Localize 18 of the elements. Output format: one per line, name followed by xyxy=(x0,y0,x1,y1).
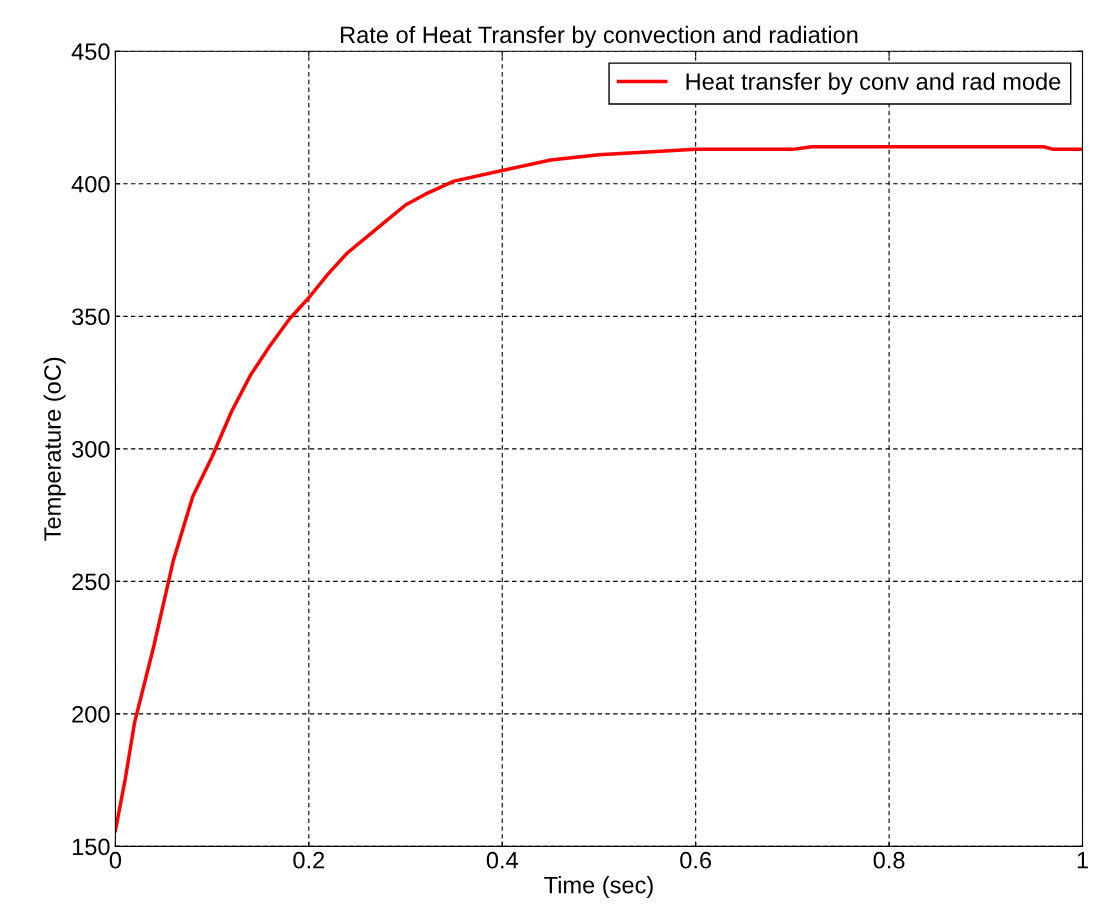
x-axis-title: Time (sec) xyxy=(544,876,653,899)
line-series xyxy=(115,144,1083,833)
x-tick-label: 1 xyxy=(1077,852,1088,869)
y-tick-label: 150 xyxy=(72,838,110,856)
chart-title: Rate of Heat Transfer by convection and radiation xyxy=(341,25,858,48)
y-tick-label: 450 xyxy=(71,43,110,61)
legend-label: Heat transfer by conv and rad mode xyxy=(686,72,1061,95)
x-tick-label: 0.8 xyxy=(873,851,905,869)
y-tick-label: 400 xyxy=(71,175,110,193)
y-tick-label: 300 xyxy=(72,440,110,458)
y-tick-label: 350 xyxy=(72,308,110,326)
y-tick-label: 250 xyxy=(72,573,110,591)
y-axis-title: Temperature (oC) xyxy=(43,357,66,541)
x-tick-label: 0.4 xyxy=(486,851,518,869)
x-tick-label: 0.2 xyxy=(293,851,325,869)
x-tick-label: 0 xyxy=(109,851,122,869)
y-tick-label: 200 xyxy=(72,705,110,723)
x-tick-label: 0.6 xyxy=(680,851,712,869)
